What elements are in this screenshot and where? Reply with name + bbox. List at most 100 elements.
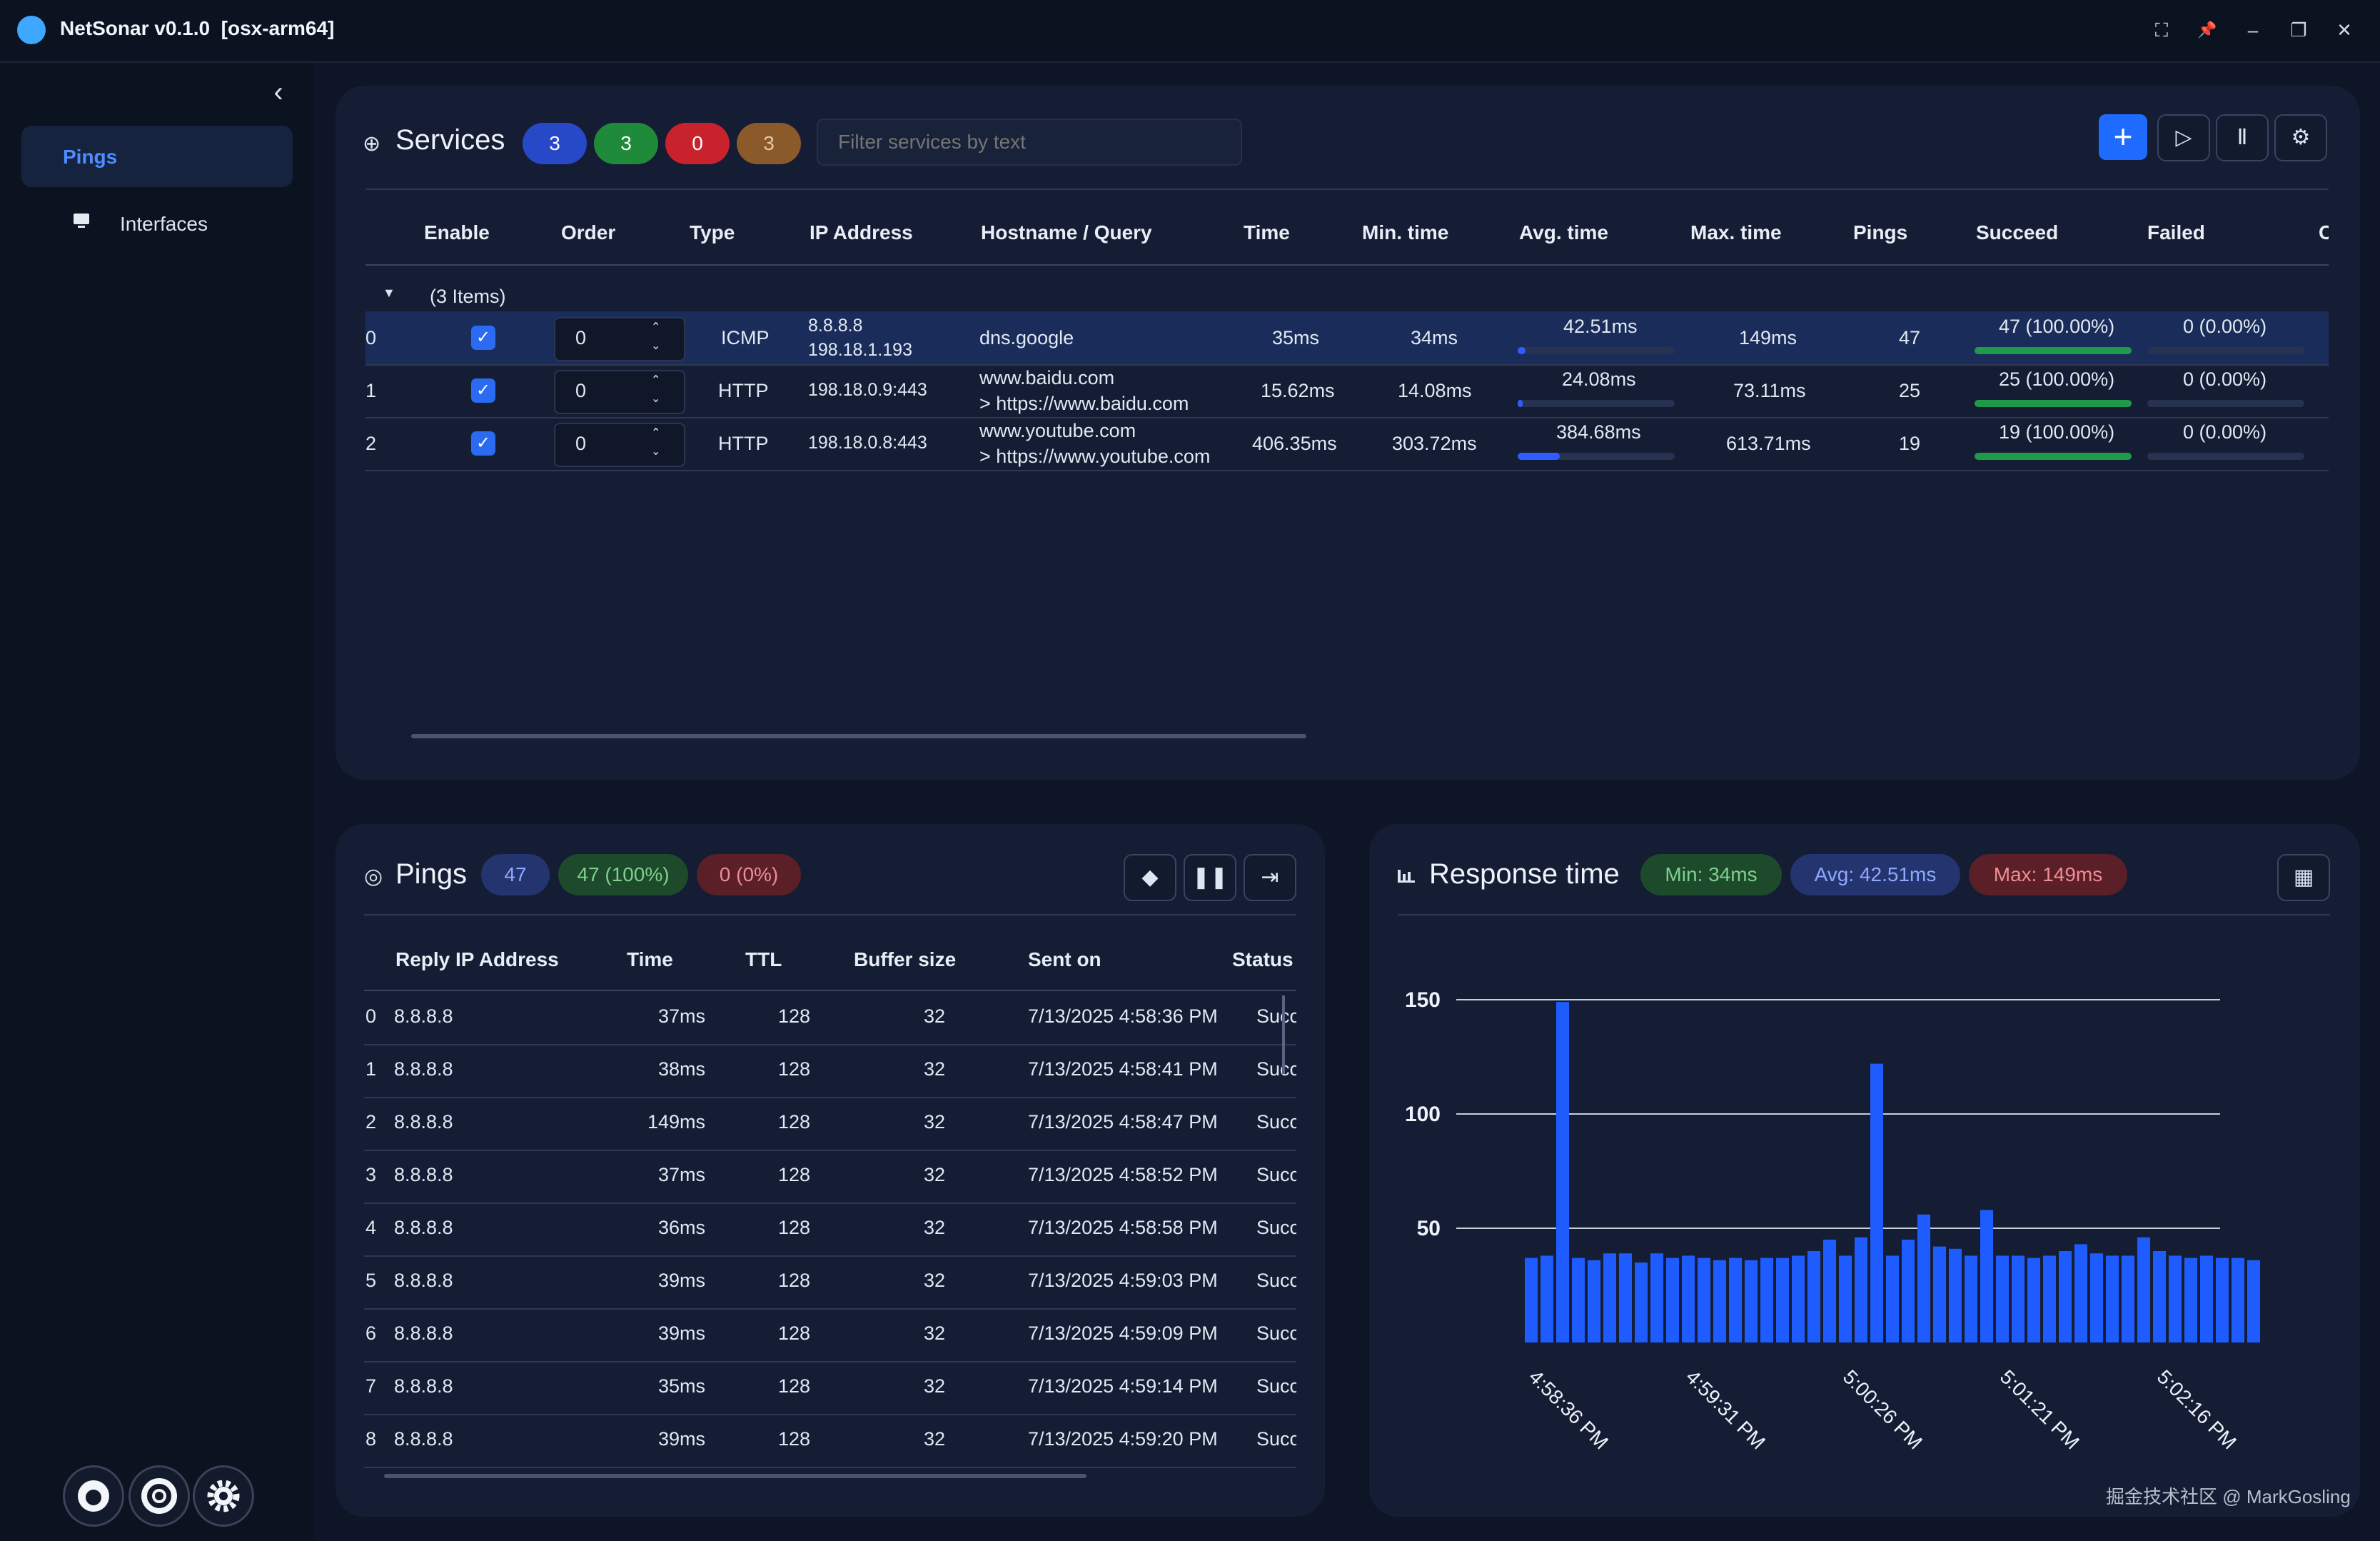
- chart-bar[interactable]: [1870, 1063, 1884, 1342]
- chart-bar[interactable]: [1980, 1210, 1994, 1342]
- group-expand-icon[interactable]: ▼: [383, 286, 395, 300]
- chart-bar[interactable]: [1792, 1255, 1805, 1342]
- chart-bar[interactable]: [1855, 1237, 1868, 1342]
- chart-bar[interactable]: [1902, 1240, 1915, 1342]
- pause-all-button[interactable]: Ⅱ: [2216, 114, 2269, 161]
- chart-bar[interactable]: [1729, 1258, 1743, 1342]
- pings-vertical-scrollbar[interactable]: [1282, 995, 1285, 1074]
- chart-bar[interactable]: [1713, 1260, 1727, 1342]
- service-filter-input[interactable]: [817, 119, 1242, 166]
- export-pings-button[interactable]: ⇥: [1244, 854, 1296, 901]
- chart-options-button[interactable]: ▦: [2277, 854, 2330, 901]
- col-clipped[interactable]: C: [2319, 221, 2329, 244]
- pings-horizontal-scrollbar[interactable]: [384, 1474, 1086, 1478]
- col-enable[interactable]: Enable: [424, 221, 490, 244]
- chart-bar[interactable]: [2169, 1255, 2182, 1342]
- col-type[interactable]: Type: [690, 221, 735, 244]
- collapse-sidebar-button[interactable]: ‹: [273, 76, 283, 108]
- chart-bar[interactable]: [1933, 1246, 1947, 1342]
- table-row-selected[interactable]: [365, 311, 2329, 364]
- github-button[interactable]: [63, 1465, 124, 1527]
- chart-bar[interactable]: [1760, 1258, 1774, 1342]
- col-time[interactable]: Time: [1244, 221, 1290, 244]
- col-min-time[interactable]: Min. time: [1362, 221, 1449, 244]
- chart-bar[interactable]: [1965, 1255, 1978, 1342]
- col-pings[interactable]: Pings: [1853, 221, 1908, 244]
- clear-pings-button[interactable]: ◆: [1124, 854, 1176, 901]
- chart-bar[interactable]: [1666, 1258, 1680, 1342]
- sidebar-item-pings[interactable]: [21, 126, 293, 187]
- chart-bar[interactable]: [1839, 1255, 1852, 1342]
- chart-bar[interactable]: [1588, 1260, 1601, 1342]
- restore-button[interactable]: ❐: [2290, 19, 2307, 41]
- chart-bar[interactable]: [2216, 1258, 2229, 1342]
- enable-checkbox[interactable]: ✓: [471, 378, 495, 403]
- chart-bar[interactable]: [1682, 1255, 1695, 1342]
- settings-button[interactable]: [193, 1465, 254, 1527]
- chart-bar[interactable]: [2106, 1255, 2119, 1342]
- col-time[interactable]: Time: [627, 948, 673, 970]
- pin-icon[interactable]: 📌: [2197, 21, 2217, 39]
- chart-bar[interactable]: [1619, 1253, 1633, 1342]
- chart-bar[interactable]: [1917, 1214, 1931, 1342]
- close-button[interactable]: ✕: [2336, 19, 2352, 41]
- col-status[interactable]: Status: [1232, 948, 1294, 970]
- chart-bar[interactable]: [2027, 1258, 2041, 1342]
- fullscreen-icon[interactable]: ⛶: [2154, 19, 2169, 41]
- chart-bar[interactable]: [2043, 1255, 2057, 1342]
- chart-bar[interactable]: [2090, 1253, 2104, 1342]
- chart-bar[interactable]: [1745, 1260, 1758, 1342]
- col-avg-time[interactable]: Avg. time: [1519, 221, 1608, 244]
- chart-bar[interactable]: [1541, 1255, 1554, 1342]
- sidebar-item-interfaces[interactable]: Interfaces: [120, 213, 208, 235]
- chart-bar[interactable]: [2247, 1260, 2261, 1342]
- chart-bar[interactable]: [2137, 1237, 2151, 1342]
- col-buffer-size[interactable]: Buffer size: [854, 948, 957, 970]
- chart-bar[interactable]: [2153, 1251, 2167, 1342]
- order-stepper[interactable]: [554, 317, 685, 361]
- pause-pings-button[interactable]: ❚❚: [1184, 854, 1236, 901]
- col-order[interactable]: Order: [561, 221, 616, 244]
- stepper-arrows-icon[interactable]: ⌃ ⌄: [651, 427, 661, 458]
- chart-bar[interactable]: [1525, 1258, 1538, 1342]
- col-ip[interactable]: IP Address: [810, 221, 913, 244]
- chart-bar[interactable]: [1572, 1258, 1585, 1342]
- stepper-arrows-icon[interactable]: ⌃ ⌄: [651, 321, 661, 352]
- col-failed[interactable]: Failed: [2147, 221, 2205, 244]
- chart-bar[interactable]: [1650, 1253, 1664, 1342]
- chart-bar[interactable]: [1776, 1258, 1790, 1342]
- chart-bar[interactable]: [2012, 1255, 2025, 1342]
- services-settings-button[interactable]: ⚙: [2274, 114, 2327, 161]
- chart-bar[interactable]: [2200, 1255, 2214, 1342]
- help-button[interactable]: [128, 1465, 190, 1527]
- chart-bar[interactable]: [1949, 1248, 1962, 1342]
- chart-bar[interactable]: [2232, 1258, 2245, 1342]
- col-ttl[interactable]: TTL: [745, 948, 782, 970]
- chart-bar[interactable]: [1556, 1002, 1570, 1342]
- chart-bar[interactable]: [2122, 1255, 2135, 1342]
- chart-bar[interactable]: [1698, 1258, 1711, 1342]
- col-sent-on[interactable]: Sent on: [1028, 948, 1101, 970]
- chart-bar[interactable]: [2059, 1251, 2072, 1342]
- enable-checkbox[interactable]: ✓: [471, 326, 495, 350]
- col-reply-ip[interactable]: Reply IP Address: [395, 948, 559, 970]
- chart-bar[interactable]: [1603, 1253, 1617, 1342]
- chart-bar[interactable]: [1823, 1240, 1837, 1342]
- start-all-button[interactable]: ▷: [2157, 114, 2210, 161]
- services-horizontal-scrollbar[interactable]: [411, 734, 1306, 738]
- order-stepper[interactable]: [554, 370, 685, 414]
- chart-bar[interactable]: [2184, 1258, 2198, 1342]
- col-succeed[interactable]: Succeed: [1976, 221, 2059, 244]
- chart-bar[interactable]: [1886, 1255, 1900, 1342]
- col-hostname[interactable]: Hostname / Query: [981, 221, 1152, 244]
- stepper-arrows-icon[interactable]: ⌃ ⌄: [651, 374, 661, 405]
- add-service-button[interactable]: +: [2099, 114, 2147, 160]
- chart-bar[interactable]: [1996, 1255, 2010, 1342]
- chart-bar[interactable]: [1635, 1263, 1648, 1342]
- chart-bar[interactable]: [1807, 1251, 1821, 1342]
- enable-checkbox[interactable]: ✓: [471, 431, 495, 456]
- minimize-button[interactable]: –: [2247, 19, 2259, 41]
- chart-bar[interactable]: [2074, 1244, 2088, 1342]
- order-stepper[interactable]: [554, 423, 685, 467]
- col-max-time[interactable]: Max. time: [1690, 221, 1782, 244]
